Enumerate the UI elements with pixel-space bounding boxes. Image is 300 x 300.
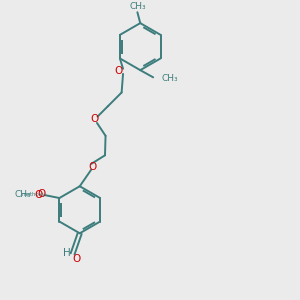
Text: O: O bbox=[37, 189, 46, 199]
Text: CH₃: CH₃ bbox=[15, 190, 31, 199]
Text: O: O bbox=[91, 115, 99, 124]
Text: O: O bbox=[34, 190, 43, 200]
Text: O: O bbox=[73, 254, 81, 264]
Text: CH₃: CH₃ bbox=[161, 74, 178, 83]
Text: methoxy: methoxy bbox=[22, 191, 46, 196]
Text: H: H bbox=[63, 248, 71, 258]
Text: O: O bbox=[88, 162, 97, 172]
Text: CH₃: CH₃ bbox=[129, 2, 146, 11]
Text: O: O bbox=[115, 66, 123, 76]
